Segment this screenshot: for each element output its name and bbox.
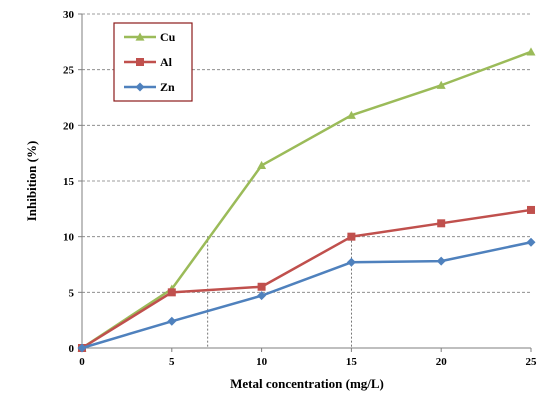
data-point-al	[437, 219, 446, 228]
legend: Cu Al Zn	[113, 22, 193, 102]
legend-marker-al	[136, 58, 144, 66]
x-tick-label: 10	[256, 356, 268, 368]
y-tick-labels: 0 5 10 15 20 25 30	[63, 9, 75, 355]
y-tick-label: 10	[63, 232, 75, 244]
x-axis-title: Metal concentration (mg/L)	[230, 376, 384, 391]
y-tick-label: 15	[63, 176, 75, 188]
series-group	[77, 47, 536, 353]
y-tick-label: 20	[63, 120, 75, 132]
legend-label-zn: Zn	[160, 80, 175, 94]
x-tick-label: 15	[346, 356, 358, 368]
series-zn	[77, 237, 536, 353]
legend-label-al: Al	[160, 55, 173, 69]
reference-lines	[207, 236, 352, 348]
data-point-cu	[257, 160, 267, 170]
data-point-zn	[346, 257, 356, 267]
data-point-cu	[346, 110, 356, 119]
series-line-al	[81, 208, 532, 350]
x-tick-labels: 0 5 10 15 20 25	[79, 356, 537, 368]
data-point-cu	[526, 47, 536, 56]
data-point-al	[167, 288, 176, 297]
y-tick-label: 25	[63, 65, 75, 77]
data-point-cu	[436, 80, 446, 89]
x-tick-label: 5	[169, 356, 175, 368]
data-point-al	[257, 282, 266, 291]
data-point-zn	[77, 343, 87, 353]
axes	[78, 13, 532, 352]
data-point-al	[347, 232, 356, 241]
data-point-zn	[436, 256, 446, 266]
data-point-zn	[167, 316, 177, 326]
series-line-zn	[81, 241, 532, 350]
series-line-cu	[81, 50, 532, 350]
data-point-al	[527, 205, 535, 214]
legend-label-cu: Cu	[160, 30, 176, 44]
legend-marker-cu	[135, 32, 145, 41]
x-tick-label: 20	[436, 356, 448, 368]
y-tick-label: 30	[63, 9, 75, 21]
data-point-zn	[526, 237, 536, 247]
x-tick-label: 25	[526, 356, 538, 368]
y-axis-title: Inhibition (%)	[24, 141, 39, 222]
y-tick-label: 5	[69, 287, 75, 299]
data-point-zn	[257, 291, 267, 301]
x-tick-label: 0	[79, 356, 85, 368]
y-tick-label: 0	[69, 343, 75, 355]
legend-marker-zn	[135, 82, 145, 92]
